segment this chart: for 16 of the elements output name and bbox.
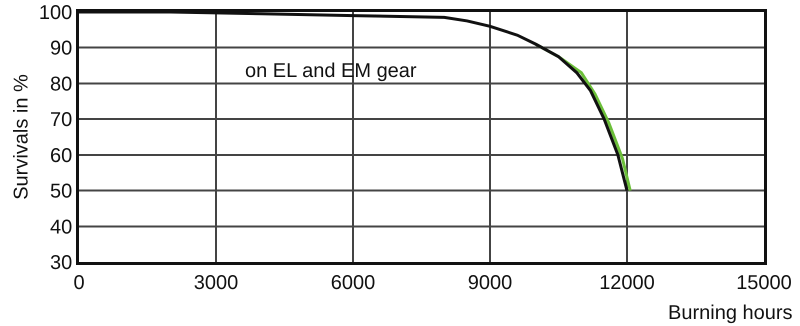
x-tick-label: 0 (73, 272, 85, 294)
y-tick-label: 30 (50, 252, 72, 274)
y-tick-label: 60 (50, 144, 72, 167)
y-tick-label: 40 (50, 216, 72, 238)
x-tick-label: 6000 (330, 272, 376, 294)
y-tick-label: 50 (50, 180, 72, 203)
x-axis-title: Burning hours (668, 302, 793, 324)
x-tick-label: 15000 (736, 272, 792, 294)
x-tick-label: 3000 (194, 272, 238, 294)
x-tick-label: 9000 (468, 272, 512, 294)
y-axis-title: Survivals in % (10, 74, 32, 200)
y-tick-label: 100 (38, 2, 72, 24)
x-tick-label: 12000 (599, 272, 655, 294)
y-tick-label: 90 (50, 38, 72, 60)
y-tick-label: 80 (50, 73, 72, 96)
y-tick-label: 70 (50, 109, 72, 132)
